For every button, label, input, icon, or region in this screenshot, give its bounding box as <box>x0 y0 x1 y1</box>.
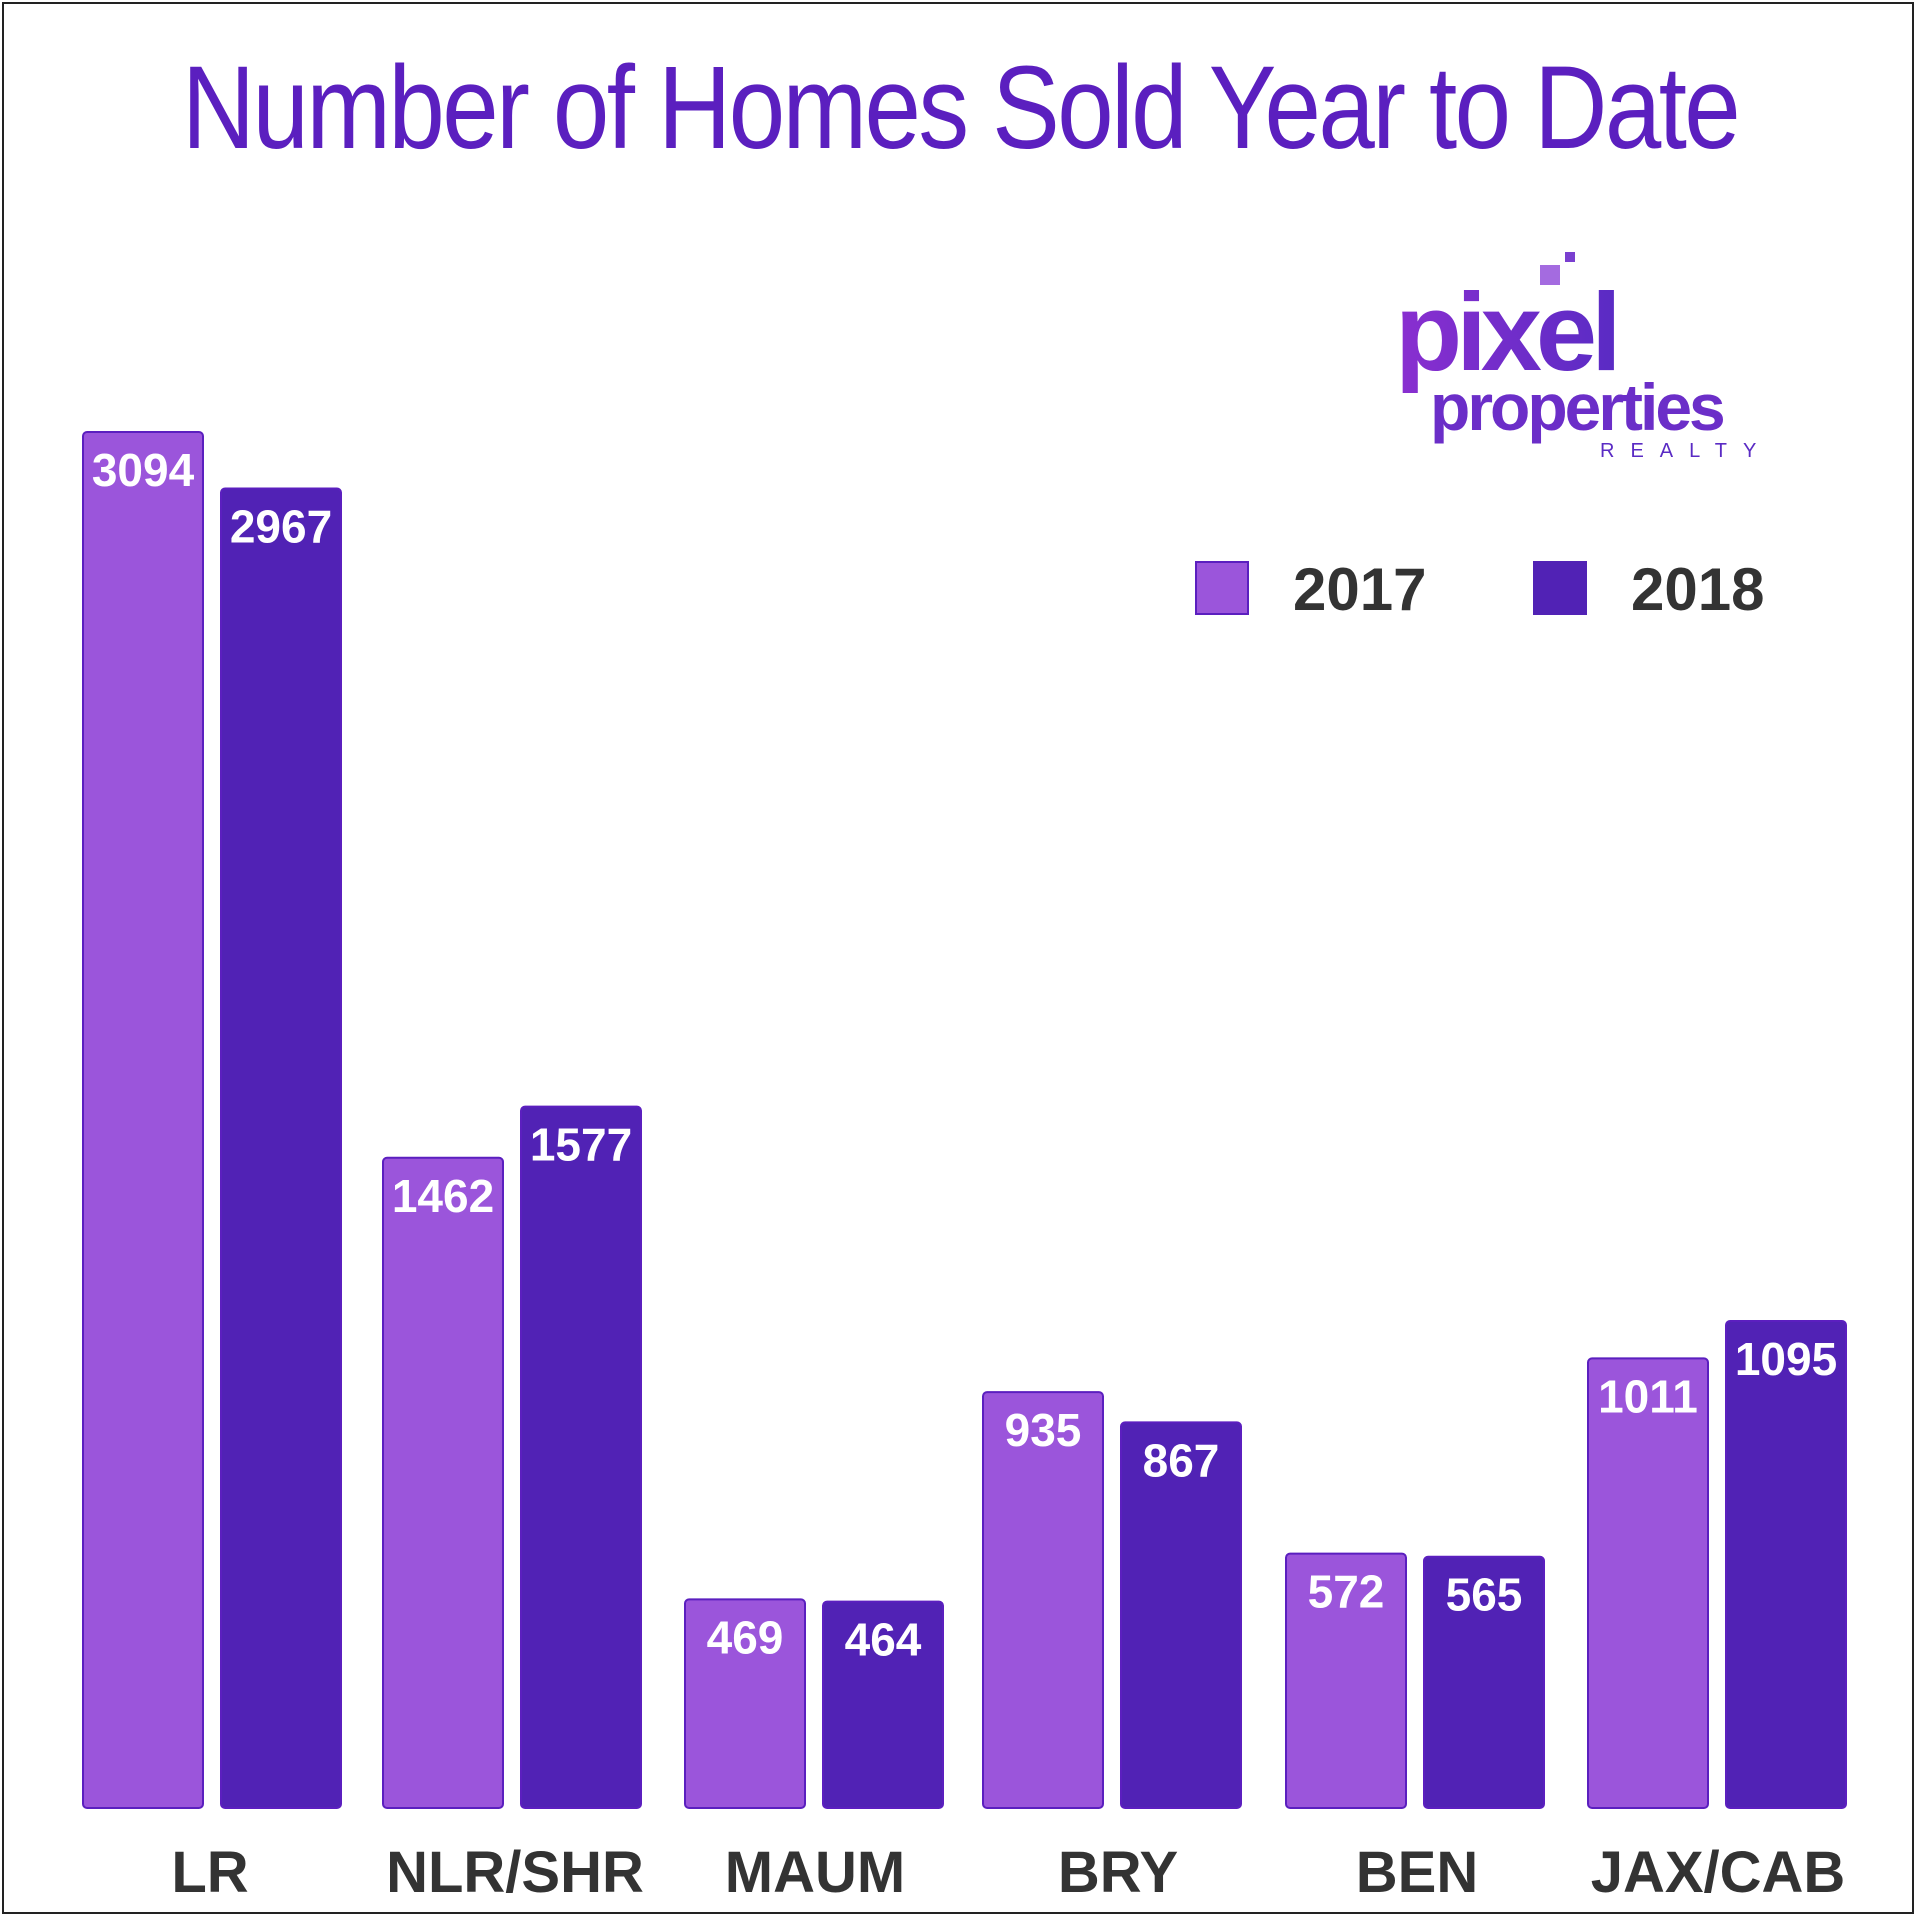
bar-2018-ben <box>1423 1555 1545 1809</box>
bar-2017-jax-cab <box>1587 1357 1709 1809</box>
data-label-2017-maum: 469 <box>707 1611 784 1663</box>
data-label-2017-nlr-shr: 1462 <box>392 1170 494 1222</box>
bar-2018-jax-cab <box>1725 1320 1847 1810</box>
data-label-2017-lr: 3094 <box>92 444 195 496</box>
data-label-2017-bry: 935 <box>1005 1404 1082 1456</box>
data-label-2018-lr: 2967 <box>230 500 332 552</box>
legend-swatch-2017 <box>1195 561 1249 615</box>
category-label-bry: BRY <box>1058 1840 1178 1905</box>
svg-text:properties: properties <box>1430 370 1723 444</box>
bar-2017-ben <box>1285 1552 1407 1809</box>
category-label-nlr-shr: NLR/SHR <box>386 1840 644 1905</box>
data-label-2018-jax-cab: 1095 <box>1735 1333 1837 1385</box>
svg-text:REALTY: REALTY <box>1600 440 1772 462</box>
legend-swatch-2018 <box>1533 561 1587 615</box>
data-label-2017-jax-cab: 1011 <box>1598 1370 1698 1422</box>
bar-2017-lr <box>82 431 204 1809</box>
legend-label-2018: 2018 <box>1631 556 1765 623</box>
legend-label-2017: 2017 <box>1293 556 1427 623</box>
pixel-properties-logo: pixel properties REALTY <box>1395 250 1835 465</box>
bar-2017-nlr-shr <box>382 1156 504 1810</box>
bar-2018-maum <box>822 1600 944 1810</box>
data-label-2018-ben: 565 <box>1446 1569 1523 1621</box>
bar-2017-bry <box>982 1391 1104 1809</box>
category-label-lr: LR <box>171 1840 248 1905</box>
bar-2018-bry <box>1120 1421 1242 1810</box>
category-label-ben: BEN <box>1356 1840 1478 1905</box>
data-label-2018-nlr-shr: 1577 <box>530 1119 632 1171</box>
svg-text:pixel: pixel <box>1395 271 1616 394</box>
chart-title: Number of Homes Sold Year to Date <box>181 42 1741 174</box>
data-label-2017-ben: 572 <box>1308 1566 1385 1618</box>
bar-2018-nlr-shr <box>520 1105 642 1810</box>
category-label-jax-cab: JAX/CAB <box>1591 1840 1846 1905</box>
data-label-2018-maum: 464 <box>845 1614 922 1666</box>
bar-2017-maum <box>684 1598 806 1809</box>
category-label-maum: MAUM <box>725 1840 905 1905</box>
data-label-2018-bry: 867 <box>1143 1434 1220 1486</box>
logo-graphic: pixel properties REALTY <box>1395 252 1772 462</box>
bar-2018-lr <box>220 487 342 1809</box>
